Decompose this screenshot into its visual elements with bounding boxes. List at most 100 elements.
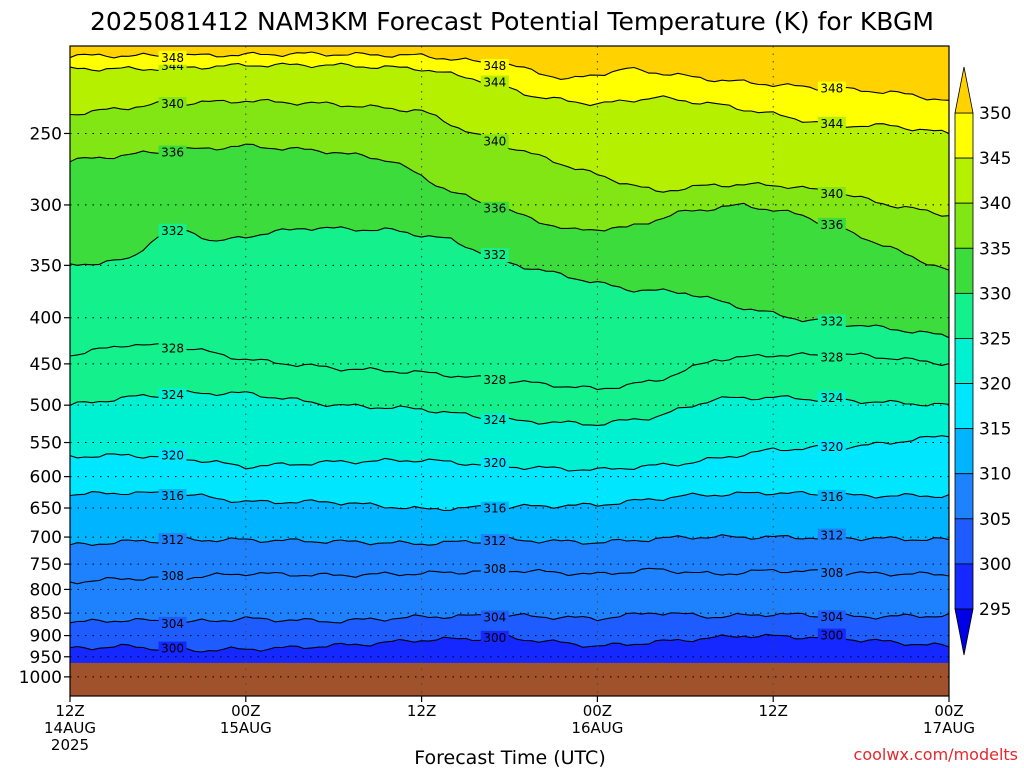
contour-label-bg <box>158 489 187 504</box>
contour-label-bg <box>817 116 846 131</box>
colorbar-band <box>954 247 974 294</box>
contour-label-bg <box>158 568 187 583</box>
contour-label-300: 300 <box>820 629 843 643</box>
y-tick-label: 1000 <box>19 668 62 688</box>
contour-324 <box>70 390 949 426</box>
colorbar-tick-label: 330 <box>979 284 1011 304</box>
colorbar-tick-label: 335 <box>979 239 1011 259</box>
temperature-fill-layer <box>70 46 949 696</box>
contour-label-bg <box>480 413 509 428</box>
contour-label-bg <box>480 58 509 73</box>
contour-label-bg <box>817 566 846 581</box>
contour-label-bg <box>817 81 846 96</box>
pressure-axis: 250 300 350 400 450 500 550 600 650 700 750 800 850 9… <box>19 124 70 688</box>
colorbar-band <box>954 157 974 204</box>
contour-label-316: 316 <box>483 502 506 516</box>
x-tick-label: 2025 <box>51 736 89 754</box>
colorbar-band <box>954 428 974 475</box>
x-tick-label: 14AUG <box>44 719 96 737</box>
y-tick-label: 950 <box>30 648 62 668</box>
colorbar-tick-label: 310 <box>979 465 1011 485</box>
contour-312 <box>70 534 949 546</box>
contour-label-304: 304 <box>161 617 184 631</box>
contour-label-308: 308 <box>483 562 506 576</box>
contour-label-316: 316 <box>820 490 843 504</box>
contour-label-bg <box>158 533 187 548</box>
contour-label-340: 340 <box>820 187 843 201</box>
colorbar-band <box>954 518 974 565</box>
colorbar-band <box>954 202 974 249</box>
contour-label-300: 300 <box>483 631 506 645</box>
y-tick-label: 350 <box>30 256 62 276</box>
colorbar-tick-label: 315 <box>979 420 1011 440</box>
colorbar-tick-label: 305 <box>979 510 1011 530</box>
contour-label-348: 348 <box>820 82 843 96</box>
x-tick-label: 16AUG <box>571 719 623 737</box>
y-tick-label: 550 <box>30 434 62 454</box>
contour-label-328: 328 <box>483 373 506 387</box>
y-tick-label: 850 <box>30 604 62 624</box>
contour-304 <box>70 612 949 625</box>
contour-layer <box>70 51 949 653</box>
credit-text: coolwx.com/modelts <box>854 745 1018 764</box>
y-tick-label: 450 <box>30 355 62 375</box>
x-tick-label: 00Z <box>231 702 260 720</box>
contour-label-bg <box>817 391 846 406</box>
plot-frame <box>69 45 950 697</box>
contour-320 <box>70 435 949 472</box>
x-tick-label: 12Z <box>759 702 788 720</box>
contour-label-320: 320 <box>161 448 184 462</box>
contour-label-bg <box>158 448 187 463</box>
y-tick-label: 700 <box>30 528 62 548</box>
contour-label-324: 324 <box>820 391 843 405</box>
contour-label-bg <box>480 248 509 263</box>
colorbar-tick-label: 320 <box>979 375 1011 395</box>
y-tick-label: 250 <box>30 124 62 144</box>
contour-label-bg <box>158 341 187 356</box>
contour-label-348: 348 <box>483 59 506 73</box>
contour-label-bg <box>817 628 846 643</box>
colorbar-tick-label: 325 <box>979 329 1011 349</box>
contour-label-bg <box>817 314 846 329</box>
colorbar: 350 345 340 335 330 325 320 315 310 305 300 295 <box>954 66 1011 656</box>
contour-label-bg <box>480 75 509 90</box>
contour-label-336: 336 <box>161 145 184 159</box>
contour-label-bg <box>158 388 187 403</box>
contour-label-bg <box>158 97 187 112</box>
contour-label-308: 308 <box>161 569 184 583</box>
contour-label-344: 344 <box>483 76 506 90</box>
colorbar-band <box>954 338 974 384</box>
colorbar-min-arrow <box>954 608 974 656</box>
contour-label-312: 312 <box>161 533 184 547</box>
contour-label-332: 332 <box>161 224 184 238</box>
colorbar-max-arrow <box>954 66 974 114</box>
colorbar-band <box>954 473 974 520</box>
contour-label-304: 304 <box>820 610 843 624</box>
contour-label-312: 312 <box>820 529 843 543</box>
contour-label-340: 340 <box>483 134 506 148</box>
y-tick-label: 600 <box>30 468 62 488</box>
x-tick-label: 12Z <box>55 702 84 720</box>
contour-label-bg <box>158 223 187 238</box>
contour-label-bg <box>480 501 509 516</box>
contour-label-bg <box>158 145 187 160</box>
colorbar-band <box>954 292 974 339</box>
contour-label-bg <box>480 134 509 149</box>
contour-label-332: 332 <box>483 248 506 262</box>
contour-label-bg <box>158 641 187 656</box>
contour-label-304: 304 <box>483 611 506 625</box>
colorbar-tick-label: 340 <box>979 194 1011 214</box>
contour-label-328: 328 <box>820 351 843 365</box>
colorbar-band <box>954 563 974 610</box>
colorbar-band <box>954 383 974 430</box>
y-tick-label: 650 <box>30 499 62 519</box>
ground-below-surface <box>70 662 949 696</box>
contour-label-312: 312 <box>483 534 506 548</box>
colorbar-tick-label: 300 <box>979 555 1011 575</box>
contour-348 <box>70 51 949 101</box>
y-tick-label: 300 <box>30 196 62 216</box>
contour-label-bg <box>817 528 846 543</box>
contour-label-332: 332 <box>820 314 843 328</box>
